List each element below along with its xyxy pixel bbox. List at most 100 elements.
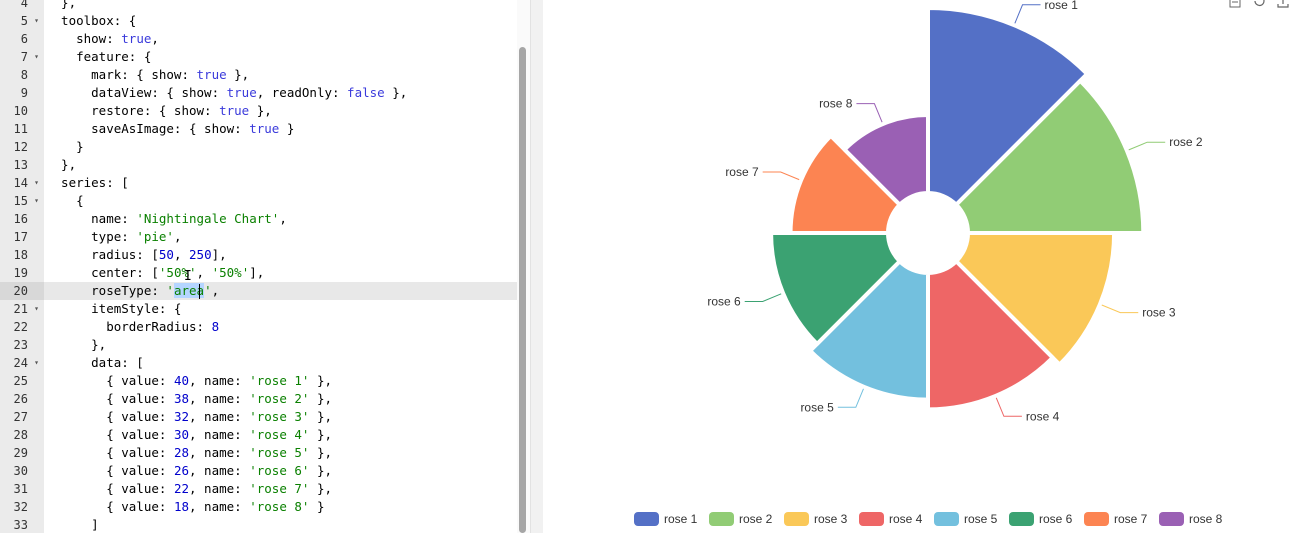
- fold-toggle-icon[interactable]: ▾: [34, 52, 39, 61]
- legend-item-label[interactable]: rose 1: [664, 512, 698, 526]
- editor-scrollbar-thumb[interactable]: [519, 47, 526, 533]
- line-number: 24: [13, 356, 28, 370]
- code-text[interactable]: radius: [50, 250],: [46, 246, 227, 264]
- data-view-icon[interactable]: [1228, 0, 1242, 8]
- legend-swatch[interactable]: [859, 512, 884, 526]
- code-line[interactable]: 8 mark: { show: true },: [0, 66, 520, 84]
- code-line[interactable]: 28 { value: 30, name: 'rose 4' },: [0, 426, 520, 444]
- legend-swatch[interactable]: [934, 512, 959, 526]
- code-line[interactable]: 26 { value: 38, name: 'rose 2' },: [0, 390, 520, 408]
- code-line[interactable]: 11 saveAsImage: { show: true }: [0, 120, 520, 138]
- rose-slice-2[interactable]: [954, 78, 1146, 235]
- legend-swatch[interactable]: [709, 512, 734, 526]
- code-line[interactable]: 4 },: [0, 0, 520, 12]
- code-text[interactable]: feature: {: [46, 48, 151, 66]
- restore-icon[interactable]: [1252, 0, 1266, 8]
- code-text[interactable]: show: true,: [46, 30, 159, 48]
- code-text[interactable]: name: 'Nightingale Chart',: [46, 210, 287, 228]
- code-line[interactable]: 14 ▾ series: [: [0, 174, 520, 192]
- legend-swatch[interactable]: [1009, 512, 1034, 526]
- rose-slice-1[interactable]: [926, 6, 1090, 207]
- code-text[interactable]: { value: 28, name: 'rose 5' },: [46, 444, 332, 462]
- code-line[interactable]: 31 { value: 22, name: 'rose 7' },: [0, 480, 520, 498]
- code-line[interactable]: 7 ▾ feature: {: [0, 48, 520, 66]
- code-token: restore: { show:: [46, 103, 220, 118]
- code-text[interactable]: roseType: 'area',: [46, 282, 219, 300]
- legend-item-label[interactable]: rose 2: [739, 512, 773, 526]
- legend-item-label[interactable]: rose 6: [1039, 512, 1073, 526]
- rose-slice-6[interactable]: [769, 231, 902, 346]
- code-text[interactable]: { value: 26, name: 'rose 6' },: [46, 462, 332, 480]
- code-text[interactable]: { value: 40, name: 'rose 1' },: [46, 372, 332, 390]
- code-text[interactable]: center: ['50%', '50%'],: [46, 264, 264, 282]
- code-line[interactable]: 33 ]: [0, 516, 520, 533]
- fold-toggle-icon[interactable]: ▾: [34, 16, 39, 25]
- fold-toggle-icon[interactable]: ▾: [34, 358, 39, 367]
- code-line[interactable]: 12 }: [0, 138, 520, 156]
- code-text[interactable]: }: [46, 138, 84, 156]
- code-line[interactable]: 24 ▾ data: [: [0, 354, 520, 372]
- code-text[interactable]: {: [46, 192, 84, 210]
- code-line[interactable]: 27 { value: 32, name: 'rose 3' },: [0, 408, 520, 426]
- code-text[interactable]: restore: { show: true },: [46, 102, 272, 120]
- code-line[interactable]: 13 },: [0, 156, 520, 174]
- code-line[interactable]: 21 ▾ itemStyle: {: [0, 300, 520, 318]
- code-line[interactable]: 29 { value: 28, name: 'rose 5' },: [0, 444, 520, 462]
- code-line[interactable]: 20 roseType: 'area', I: [0, 269, 520, 300]
- fold-toggle-icon[interactable]: ▾: [34, 178, 39, 187]
- code-text[interactable]: saveAsImage: { show: true }: [46, 120, 294, 138]
- pane-splitter[interactable]: [530, 0, 543, 533]
- legend-item-label[interactable]: rose 4: [889, 512, 923, 526]
- legend-item-label[interactable]: rose 3: [814, 512, 848, 526]
- legend-swatch[interactable]: [1159, 512, 1184, 526]
- code-text[interactable]: mark: { show: true },: [46, 66, 249, 84]
- code-line[interactable]: 23 },: [0, 336, 520, 354]
- rose-slice-7[interactable]: [788, 133, 902, 235]
- legend-swatch[interactable]: [784, 512, 809, 526]
- rose-slice-8[interactable]: [842, 113, 930, 207]
- code-line[interactable]: 10 restore: { show: true },: [0, 102, 520, 120]
- save-as-image-icon[interactable]: [1276, 0, 1289, 8]
- code-text[interactable]: borderRadius: 8: [46, 318, 219, 336]
- code-text[interactable]: { value: 38, name: 'rose 2' },: [46, 390, 332, 408]
- legend-item-label[interactable]: rose 5: [964, 512, 998, 526]
- code-text[interactable]: { value: 32, name: 'rose 3' },: [46, 408, 332, 426]
- code-line[interactable]: 16 name: 'Nightingale Chart',: [0, 210, 520, 228]
- code-line[interactable]: 9 dataView: { show: true, readOnly: fals…: [0, 84, 520, 102]
- fold-toggle-icon[interactable]: ▾: [34, 196, 39, 205]
- code-text[interactable]: itemStyle: {: [46, 300, 181, 318]
- rose-slice-4[interactable]: [926, 259, 1055, 412]
- code-line[interactable]: 5 ▾ toolbox: {: [0, 12, 520, 30]
- legend-item-label[interactable]: rose 7: [1114, 512, 1148, 526]
- code-line[interactable]: 15 ▾ {: [0, 192, 520, 210]
- code-text[interactable]: { value: 30, name: 'rose 4' },: [46, 426, 332, 444]
- code-editor[interactable]: 4 }, 5 ▾ toolbox: {6 show: true, 7 ▾ feature…: [0, 0, 530, 533]
- code-lines[interactable]: 4 }, 5 ▾ toolbox: {6 show: true, 7 ▾ feature…: [0, 0, 520, 533]
- code-text[interactable]: dataView: { show: true, readOnly: false …: [46, 84, 407, 102]
- legend-item-label[interactable]: rose 8: [1189, 512, 1223, 526]
- fold-toggle-icon[interactable]: ▾: [34, 304, 39, 313]
- code-text[interactable]: data: [: [46, 354, 144, 372]
- code-line[interactable]: 19 center: ['50%', '50%'],: [0, 264, 520, 282]
- code-line[interactable]: 6 show: true,: [0, 30, 520, 48]
- code-line[interactable]: 25 { value: 40, name: 'rose 1' },: [0, 372, 520, 390]
- code-text[interactable]: type: 'pie',: [46, 228, 181, 246]
- code-text[interactable]: },: [46, 336, 106, 354]
- legend-swatch[interactable]: [634, 512, 659, 526]
- code-text[interactable]: ]: [46, 516, 99, 533]
- rose-slice-3[interactable]: [954, 231, 1117, 367]
- code-line[interactable]: 18 radius: [50, 250],: [0, 246, 520, 264]
- code-line[interactable]: 30 { value: 26, name: 'rose 6' },: [0, 462, 520, 480]
- code-text[interactable]: series: [: [46, 174, 129, 192]
- code-text[interactable]: toolbox: {: [46, 12, 136, 30]
- code-text[interactable]: { value: 18, name: 'rose 8' }: [46, 498, 324, 516]
- code-text[interactable]: },: [46, 0, 76, 12]
- code-text[interactable]: },: [46, 156, 76, 174]
- legend-swatch[interactable]: [1084, 512, 1109, 526]
- code-line[interactable]: 22 borderRadius: 8: [0, 318, 520, 336]
- code-token: , name:: [189, 427, 250, 442]
- rose-slice-5[interactable]: [808, 259, 930, 402]
- code-line[interactable]: 32 { value: 18, name: 'rose 8' }: [0, 498, 520, 516]
- code-text[interactable]: { value: 22, name: 'rose 7' },: [46, 480, 332, 498]
- code-line[interactable]: 17 type: 'pie',: [0, 228, 520, 246]
